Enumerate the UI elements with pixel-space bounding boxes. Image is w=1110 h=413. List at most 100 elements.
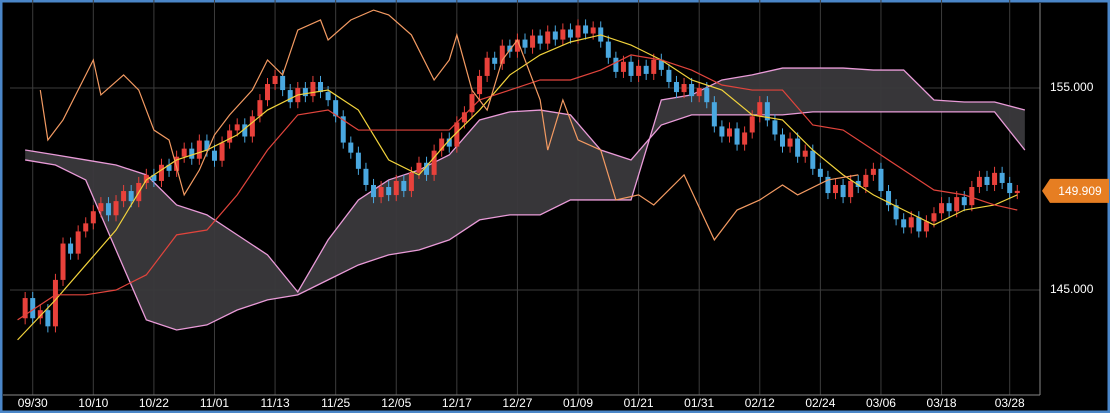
candle-body	[234, 124, 240, 131]
candle-body	[825, 176, 831, 194]
candle-body	[886, 191, 892, 206]
candle-body	[620, 61, 626, 72]
candle-body	[340, 116, 346, 143]
candle-body	[666, 69, 672, 82]
candle-body	[984, 176, 990, 185]
candle-body	[371, 184, 377, 198]
candle-body	[280, 75, 286, 91]
candle-body	[181, 148, 187, 157]
candle-body	[802, 150, 808, 157]
candle-body	[227, 130, 233, 143]
candle-body	[552, 31, 558, 40]
x-tick-label: 11/01	[200, 396, 229, 410]
candle-body	[355, 152, 361, 169]
candle-body	[567, 29, 573, 38]
candle-body	[719, 126, 725, 137]
candle-body	[83, 223, 89, 232]
candle-body	[37, 310, 43, 319]
candle-body	[143, 174, 149, 183]
candle-body	[477, 75, 483, 95]
y-tick-label: 145.000	[1050, 282, 1094, 296]
x-tick-label: 09/30	[18, 396, 48, 410]
x-tick-label: 11/13	[261, 396, 290, 410]
cloud-fill	[25, 68, 1025, 330]
candle-body	[22, 298, 28, 319]
candle-body	[1007, 182, 1013, 194]
candle-body	[507, 45, 513, 52]
candle-body	[121, 191, 127, 202]
candle-body	[265, 84, 270, 101]
candle-body	[424, 162, 430, 175]
candle-body	[833, 184, 839, 194]
candle-body	[780, 134, 785, 147]
candle-body	[976, 176, 982, 187]
candle-body	[158, 164, 164, 181]
y-tick-label: 155.000	[1050, 80, 1094, 94]
x-tick-label: 10/22	[139, 396, 169, 410]
candle-body	[454, 122, 460, 147]
candle-body	[923, 221, 929, 232]
candle-body	[499, 45, 505, 64]
candle-body	[537, 35, 543, 44]
candle-body	[318, 81, 324, 93]
x-tick-label: 12/27	[502, 396, 532, 410]
x-tick-label: 12/05	[381, 396, 411, 410]
candle-body	[901, 219, 907, 228]
candle-body	[393, 180, 399, 196]
candle-body	[174, 156, 180, 171]
candle-body	[113, 201, 119, 216]
candle-body	[204, 140, 210, 151]
x-tick-label: 02/24	[805, 396, 835, 410]
candle-body	[658, 59, 664, 70]
candle-body	[863, 174, 869, 187]
candle-body	[787, 138, 793, 147]
candle-body	[98, 203, 104, 212]
candle-body	[469, 94, 475, 113]
indicator-line	[17, 34, 1018, 341]
candle-body	[431, 150, 437, 175]
candle-body	[961, 197, 967, 206]
candle-body	[211, 150, 217, 161]
x-tick-label: 01/31	[684, 396, 714, 410]
candle-body	[810, 150, 816, 169]
candle-body	[128, 191, 134, 202]
candle-body	[992, 172, 998, 185]
candle-body	[757, 102, 763, 117]
cloud	[25, 67, 1026, 331]
candle-body	[325, 92, 331, 101]
candle-body	[651, 59, 657, 74]
candle-body	[734, 128, 740, 145]
candle-body	[848, 180, 854, 198]
candle-body	[514, 39, 520, 52]
candle-body	[189, 148, 195, 159]
candle-body	[840, 184, 846, 198]
candle-body	[1014, 190, 1020, 194]
candle-body	[764, 102, 770, 121]
candle-body	[287, 90, 293, 103]
candle-body	[583, 25, 589, 34]
candle-body	[681, 84, 687, 93]
candle-body	[749, 116, 755, 133]
candle-body	[628, 61, 634, 76]
indicator-line	[17, 54, 1018, 321]
candle-body	[954, 197, 960, 212]
candle-body	[999, 172, 1005, 183]
candle-body	[560, 29, 566, 40]
candle-body	[704, 88, 710, 103]
candle-body	[742, 132, 748, 145]
candle-body	[522, 39, 528, 48]
candle-body	[931, 213, 937, 222]
candle-body	[492, 57, 498, 64]
axes: 09/30 10/10 10/22 11/01 11/13 11/25 12/05 12/17…	[3, 3, 1109, 410]
indicator-line	[39, 9, 859, 242]
candle-body	[439, 138, 445, 151]
candle-body	[401, 180, 407, 192]
candle-body	[219, 142, 225, 161]
candle-body	[30, 298, 36, 319]
candle-body	[643, 65, 649, 74]
candle-body	[386, 186, 392, 196]
candle-body	[946, 203, 952, 212]
